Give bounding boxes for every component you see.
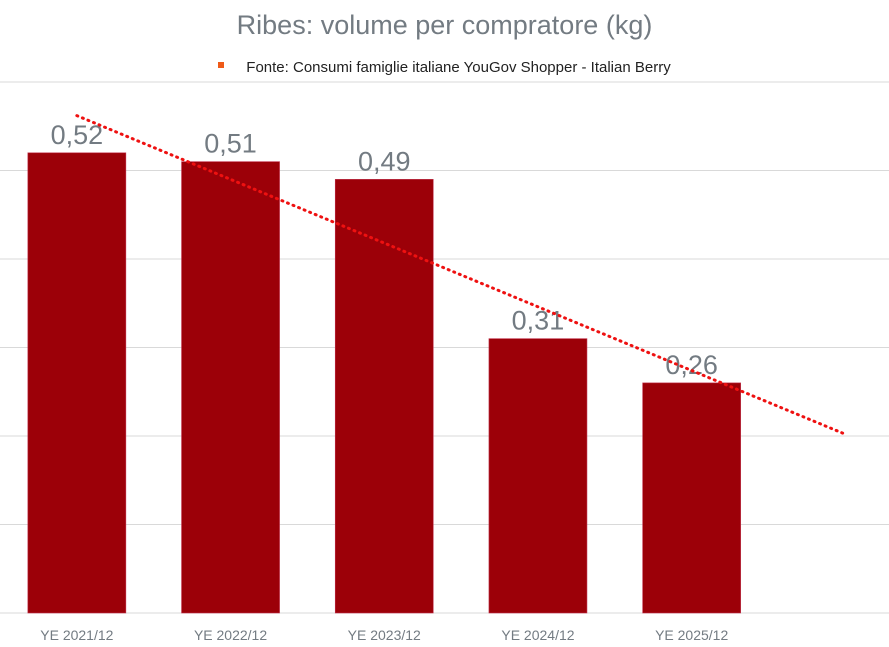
data-label: 0,26	[665, 350, 718, 380]
x-tick-label: YE 2024/12	[501, 627, 574, 643]
bar	[488, 338, 588, 614]
data-label: 0,49	[358, 146, 411, 176]
bar	[181, 161, 280, 614]
data-label: 0,52	[51, 120, 104, 150]
bar	[27, 152, 127, 614]
x-tick-label: YE 2021/12	[40, 627, 113, 643]
legend-label: Fonte: Consumi famiglie italiane YouGov …	[246, 59, 671, 76]
bar	[334, 179, 434, 614]
trendline	[75, 114, 847, 436]
x-tick-label: YE 2023/12	[348, 627, 421, 643]
legend: Fonte: Consumi famiglie italiane YouGov …	[0, 59, 889, 76]
x-tick-label: YE 2025/12	[655, 627, 728, 643]
chart-title: Ribes: volume per compratore (kg)	[236, 10, 653, 40]
data-label: 0,31	[512, 306, 565, 336]
data-label: 0,51	[204, 129, 257, 159]
x-tick-label: YE 2022/12	[194, 627, 267, 643]
bar	[642, 382, 741, 614]
legend-marker	[218, 62, 225, 69]
